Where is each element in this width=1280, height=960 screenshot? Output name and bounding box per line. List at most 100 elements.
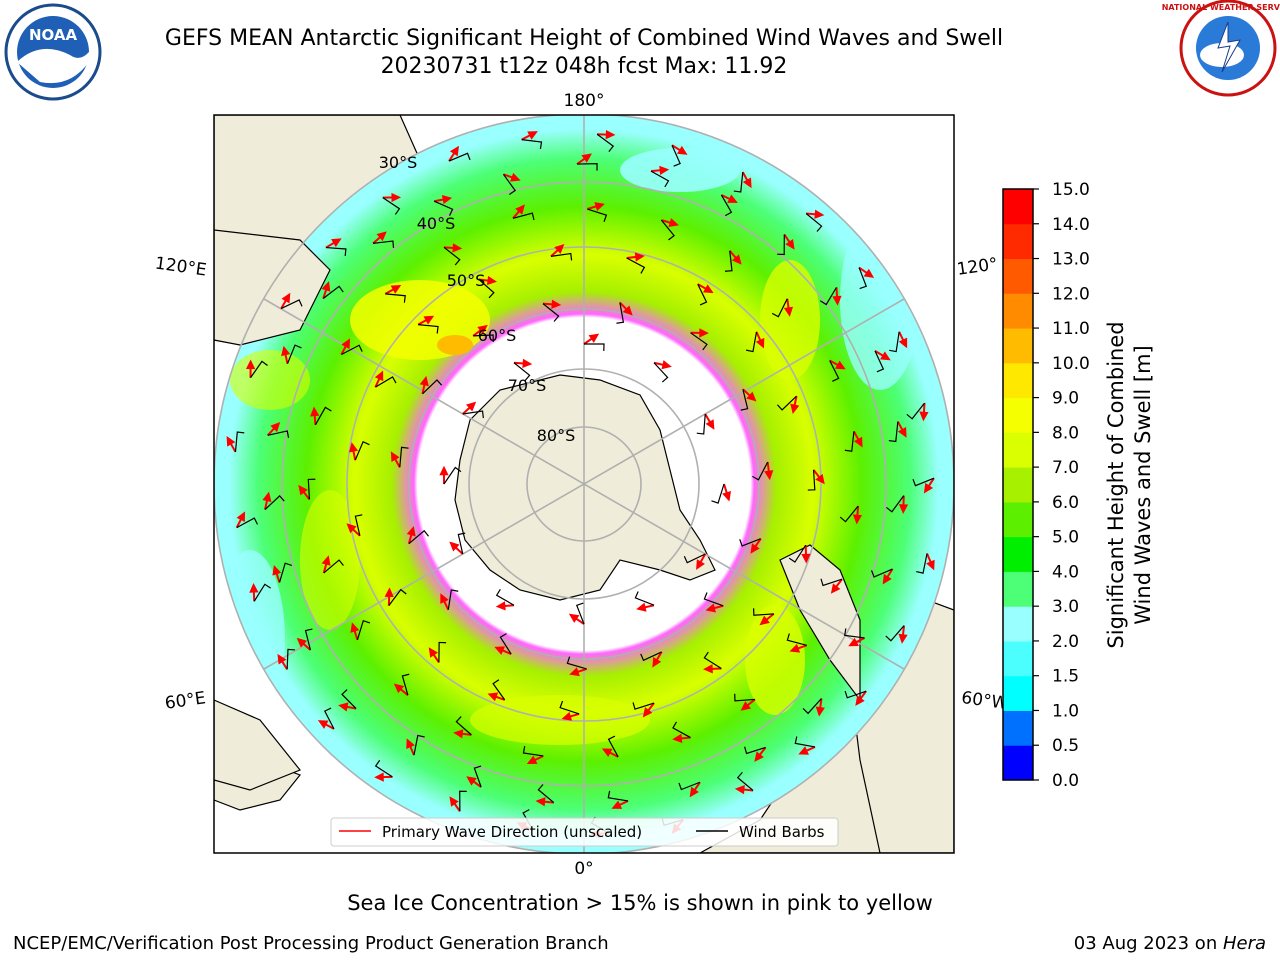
wind-barb <box>858 267 868 290</box>
wave-arrow-head <box>835 360 846 370</box>
wind-barb <box>634 591 655 606</box>
wind-barb <box>844 690 867 699</box>
wave-arrow-head <box>551 299 562 309</box>
wind-barbs <box>234 133 935 834</box>
wave-arrow-head <box>764 470 774 481</box>
lon-label-120w: 120° <box>956 254 999 280</box>
wave-arrow-head <box>449 541 460 552</box>
latitude-labels: 30°S 40°S 50°S 60°S 70°S 80°S <box>379 153 576 445</box>
wind-barb <box>325 246 347 257</box>
wind-barb <box>805 213 823 232</box>
wave-arrow-head <box>898 633 908 644</box>
colorbar-tick-label: 6.0 <box>1052 493 1079 513</box>
wind-barb <box>280 299 303 310</box>
wave-arrow-head <box>449 796 459 807</box>
wind-barb <box>250 360 268 379</box>
legend-barb-label: Wind Barbs <box>739 823 825 841</box>
wave-arrow-head <box>898 504 909 514</box>
lon-label-120e: 120°E <box>154 254 208 281</box>
colorbar-segment <box>1003 258 1033 294</box>
wind-barb <box>844 431 855 452</box>
colorbar-segment <box>1003 745 1033 781</box>
colorbar-segment <box>1003 536 1033 572</box>
wave-arrow-head <box>346 523 357 534</box>
wave-arrow-head <box>594 202 605 211</box>
wave-arrow-head <box>652 657 662 668</box>
wave-arrow-head <box>601 748 613 758</box>
colorbar-label-line2: Wind Waves and Swell [m] <box>1131 345 1155 625</box>
wave-arrow-head <box>338 702 349 712</box>
wind-barb <box>418 324 439 334</box>
wind-barb <box>448 152 471 162</box>
wind-barb <box>916 553 928 574</box>
wave-arrow-head <box>605 129 616 140</box>
wave-arrow-head <box>561 711 573 721</box>
wind-barb <box>401 673 410 696</box>
wind-barb <box>703 592 724 607</box>
continents-in-disc <box>214 229 861 791</box>
wind-barb <box>696 413 706 435</box>
wave-arrow-head <box>734 785 745 795</box>
lat-label-50s: 50°S <box>447 271 486 290</box>
wind-barb <box>776 395 797 411</box>
wind-barb <box>596 133 615 153</box>
colorbar-tick-label: 13.0 <box>1052 250 1090 270</box>
wind-barb <box>607 735 619 758</box>
wind-barb <box>626 257 646 274</box>
wind-barb <box>323 559 344 574</box>
wave-arrow-head <box>281 292 291 304</box>
wind-barb <box>678 781 701 791</box>
wind-barb <box>492 679 506 701</box>
map-border <box>213 114 955 854</box>
wind-barb <box>550 252 573 261</box>
wind-barb <box>711 483 725 504</box>
footer-date: 03 Aug 2023 on Hera <box>1074 933 1266 954</box>
wind-barb <box>650 170 670 188</box>
wave-arrow-head <box>272 565 282 576</box>
wave-arrow-head <box>742 177 752 189</box>
lat-label-60s: 60°S <box>478 326 517 345</box>
wind-barb <box>388 588 407 607</box>
colorbar-segment <box>1003 571 1033 607</box>
wind-barb <box>253 583 271 602</box>
wind-barb <box>587 208 608 222</box>
wave-arrow-head <box>384 587 394 598</box>
nws-logo-text: NATIONAL WEATHER SERVICE <box>1162 3 1280 12</box>
wind-barb <box>495 588 515 606</box>
colorbar-tick-label: 14.0 <box>1052 215 1090 235</box>
wind-barb <box>788 544 807 563</box>
footer-host: Hera <box>1222 933 1266 954</box>
wave-arrow-head <box>848 637 859 647</box>
wave-arrow-head <box>449 145 460 157</box>
wind-barb <box>341 689 357 710</box>
chart-subtitle: 20230731 t12z 048h fcst Max: 11.92 <box>380 54 788 79</box>
wind-barb <box>286 648 296 670</box>
wave-arrow-head <box>588 333 600 343</box>
wave-arrow-head <box>668 218 679 228</box>
wind-barb <box>566 656 587 670</box>
colorbar-segment <box>1003 606 1033 642</box>
colorbar-label: Significant Height of Combined Wind Wave… <box>1103 321 1157 648</box>
wave-arrow-head <box>611 800 623 809</box>
sea-ice-caption: Sea Ice Concentration > 15% is shown in … <box>347 891 933 915</box>
wind-barb <box>522 746 544 757</box>
wave-arrow-head <box>270 421 281 433</box>
colorbar-tick-label: 7.0 <box>1052 458 1079 478</box>
wind-barb <box>341 344 363 356</box>
wind-barb <box>671 145 681 167</box>
wind-barb <box>375 376 397 388</box>
wind-barb <box>734 693 755 702</box>
wind-barb <box>777 234 785 256</box>
wave-arrow-head <box>249 582 259 593</box>
wave-arrow-head <box>390 451 400 462</box>
wave-arrow-head <box>226 435 236 447</box>
wind-barb <box>473 765 482 788</box>
wave-arrow-head <box>789 643 801 653</box>
chart-title: GEFS MEAN Antarctic Significant Height o… <box>164 26 1004 51</box>
wave-arrow-head <box>785 239 795 250</box>
wave-arrow-head <box>727 194 738 203</box>
lon-label-60e: 60°E <box>164 688 207 713</box>
wave-arrow-head <box>453 729 464 739</box>
wave-arrow-head <box>832 295 842 306</box>
